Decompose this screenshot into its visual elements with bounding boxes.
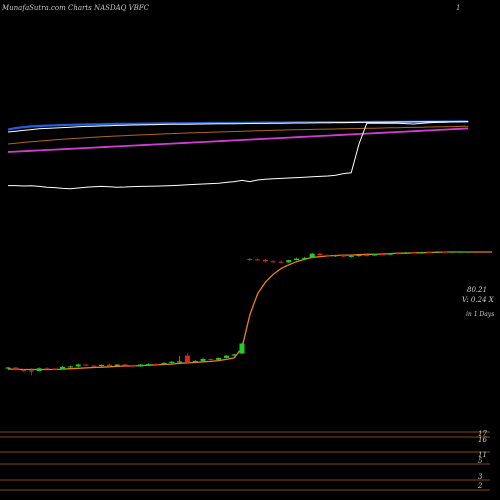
candle-body xyxy=(442,251,448,253)
osc-level-4: 3 xyxy=(478,473,483,481)
candle-body xyxy=(348,255,354,257)
candle-body xyxy=(99,364,105,366)
candle-body xyxy=(372,254,378,256)
candle-body xyxy=(278,261,284,263)
candle-body xyxy=(364,255,370,257)
candle-body xyxy=(255,259,261,261)
candle-body xyxy=(13,367,19,370)
candle-body xyxy=(450,251,456,253)
candle-body xyxy=(28,370,34,372)
candle-body xyxy=(309,253,315,258)
candle-body xyxy=(223,355,229,358)
candle-body xyxy=(411,252,417,254)
candle-body xyxy=(465,251,471,253)
candle-body xyxy=(434,251,440,253)
candle-body xyxy=(208,359,214,360)
candle-body xyxy=(21,369,27,371)
candle-body xyxy=(114,364,120,366)
osc-level-2: 11 xyxy=(478,451,487,459)
ma-line-1 xyxy=(7,121,469,133)
candle-body xyxy=(403,252,409,254)
candle-body xyxy=(52,368,58,370)
candle-body xyxy=(192,361,198,363)
chart-title: MunafaSutra.com Charts NASDAQ VBFC xyxy=(1,4,150,12)
candle-body xyxy=(333,255,339,257)
candle-body xyxy=(340,255,346,257)
candle-body xyxy=(145,364,151,366)
candle-body xyxy=(169,361,175,363)
candle-body xyxy=(301,257,307,259)
candle-body xyxy=(239,343,245,354)
candle-body xyxy=(67,366,73,368)
candle-body xyxy=(138,364,144,367)
candle-body xyxy=(294,258,300,261)
ma-line-2 xyxy=(7,125,469,145)
candle-body xyxy=(356,255,362,257)
candle-body xyxy=(387,253,393,255)
osc-level-0: 17 xyxy=(478,430,487,438)
candle-body xyxy=(36,368,42,371)
candle-body xyxy=(122,364,128,366)
candle-body xyxy=(270,261,276,263)
candle-body xyxy=(262,259,268,262)
candle-body xyxy=(91,365,97,367)
candle-body xyxy=(75,364,81,367)
ma-line-0 xyxy=(7,120,469,131)
ema-line xyxy=(8,251,492,371)
candle-body xyxy=(184,355,190,363)
candle-body xyxy=(317,253,323,256)
candle-body xyxy=(418,252,424,254)
candle-body xyxy=(44,368,50,370)
candle-body xyxy=(286,260,292,263)
candle-body xyxy=(231,354,237,356)
candle-body xyxy=(325,255,331,257)
candle-body xyxy=(130,365,136,367)
candle-body xyxy=(457,251,463,253)
candle-body xyxy=(153,364,159,366)
candle-body xyxy=(395,253,401,255)
candle-body xyxy=(83,364,89,366)
candle-body xyxy=(60,366,66,370)
candle-body xyxy=(216,357,222,360)
ma-line-3 xyxy=(7,127,469,153)
candle-body xyxy=(200,359,206,361)
oscillator-panel: 17 16 11 5 3 2 xyxy=(0,430,490,491)
price-panel xyxy=(5,251,492,376)
candle-body xyxy=(247,259,253,260)
volume-label: V: 0.24 X xyxy=(462,296,495,304)
moving-averages-panel xyxy=(7,120,469,190)
candle-body xyxy=(5,367,11,369)
candle-body xyxy=(426,252,432,253)
candle-body xyxy=(161,362,167,365)
candle-body xyxy=(177,361,183,363)
close-price-label: 80.21 xyxy=(467,286,487,294)
page-number: 1 xyxy=(456,4,460,12)
candle-body xyxy=(379,254,385,255)
period-label: in 1 Days xyxy=(466,311,494,318)
osc-level-1: 16 xyxy=(478,436,487,444)
osc-level-5: 2 xyxy=(477,482,483,490)
osc-level-3: 5 xyxy=(478,457,483,465)
candle-body xyxy=(106,364,112,366)
ma-line-4 xyxy=(8,121,469,190)
